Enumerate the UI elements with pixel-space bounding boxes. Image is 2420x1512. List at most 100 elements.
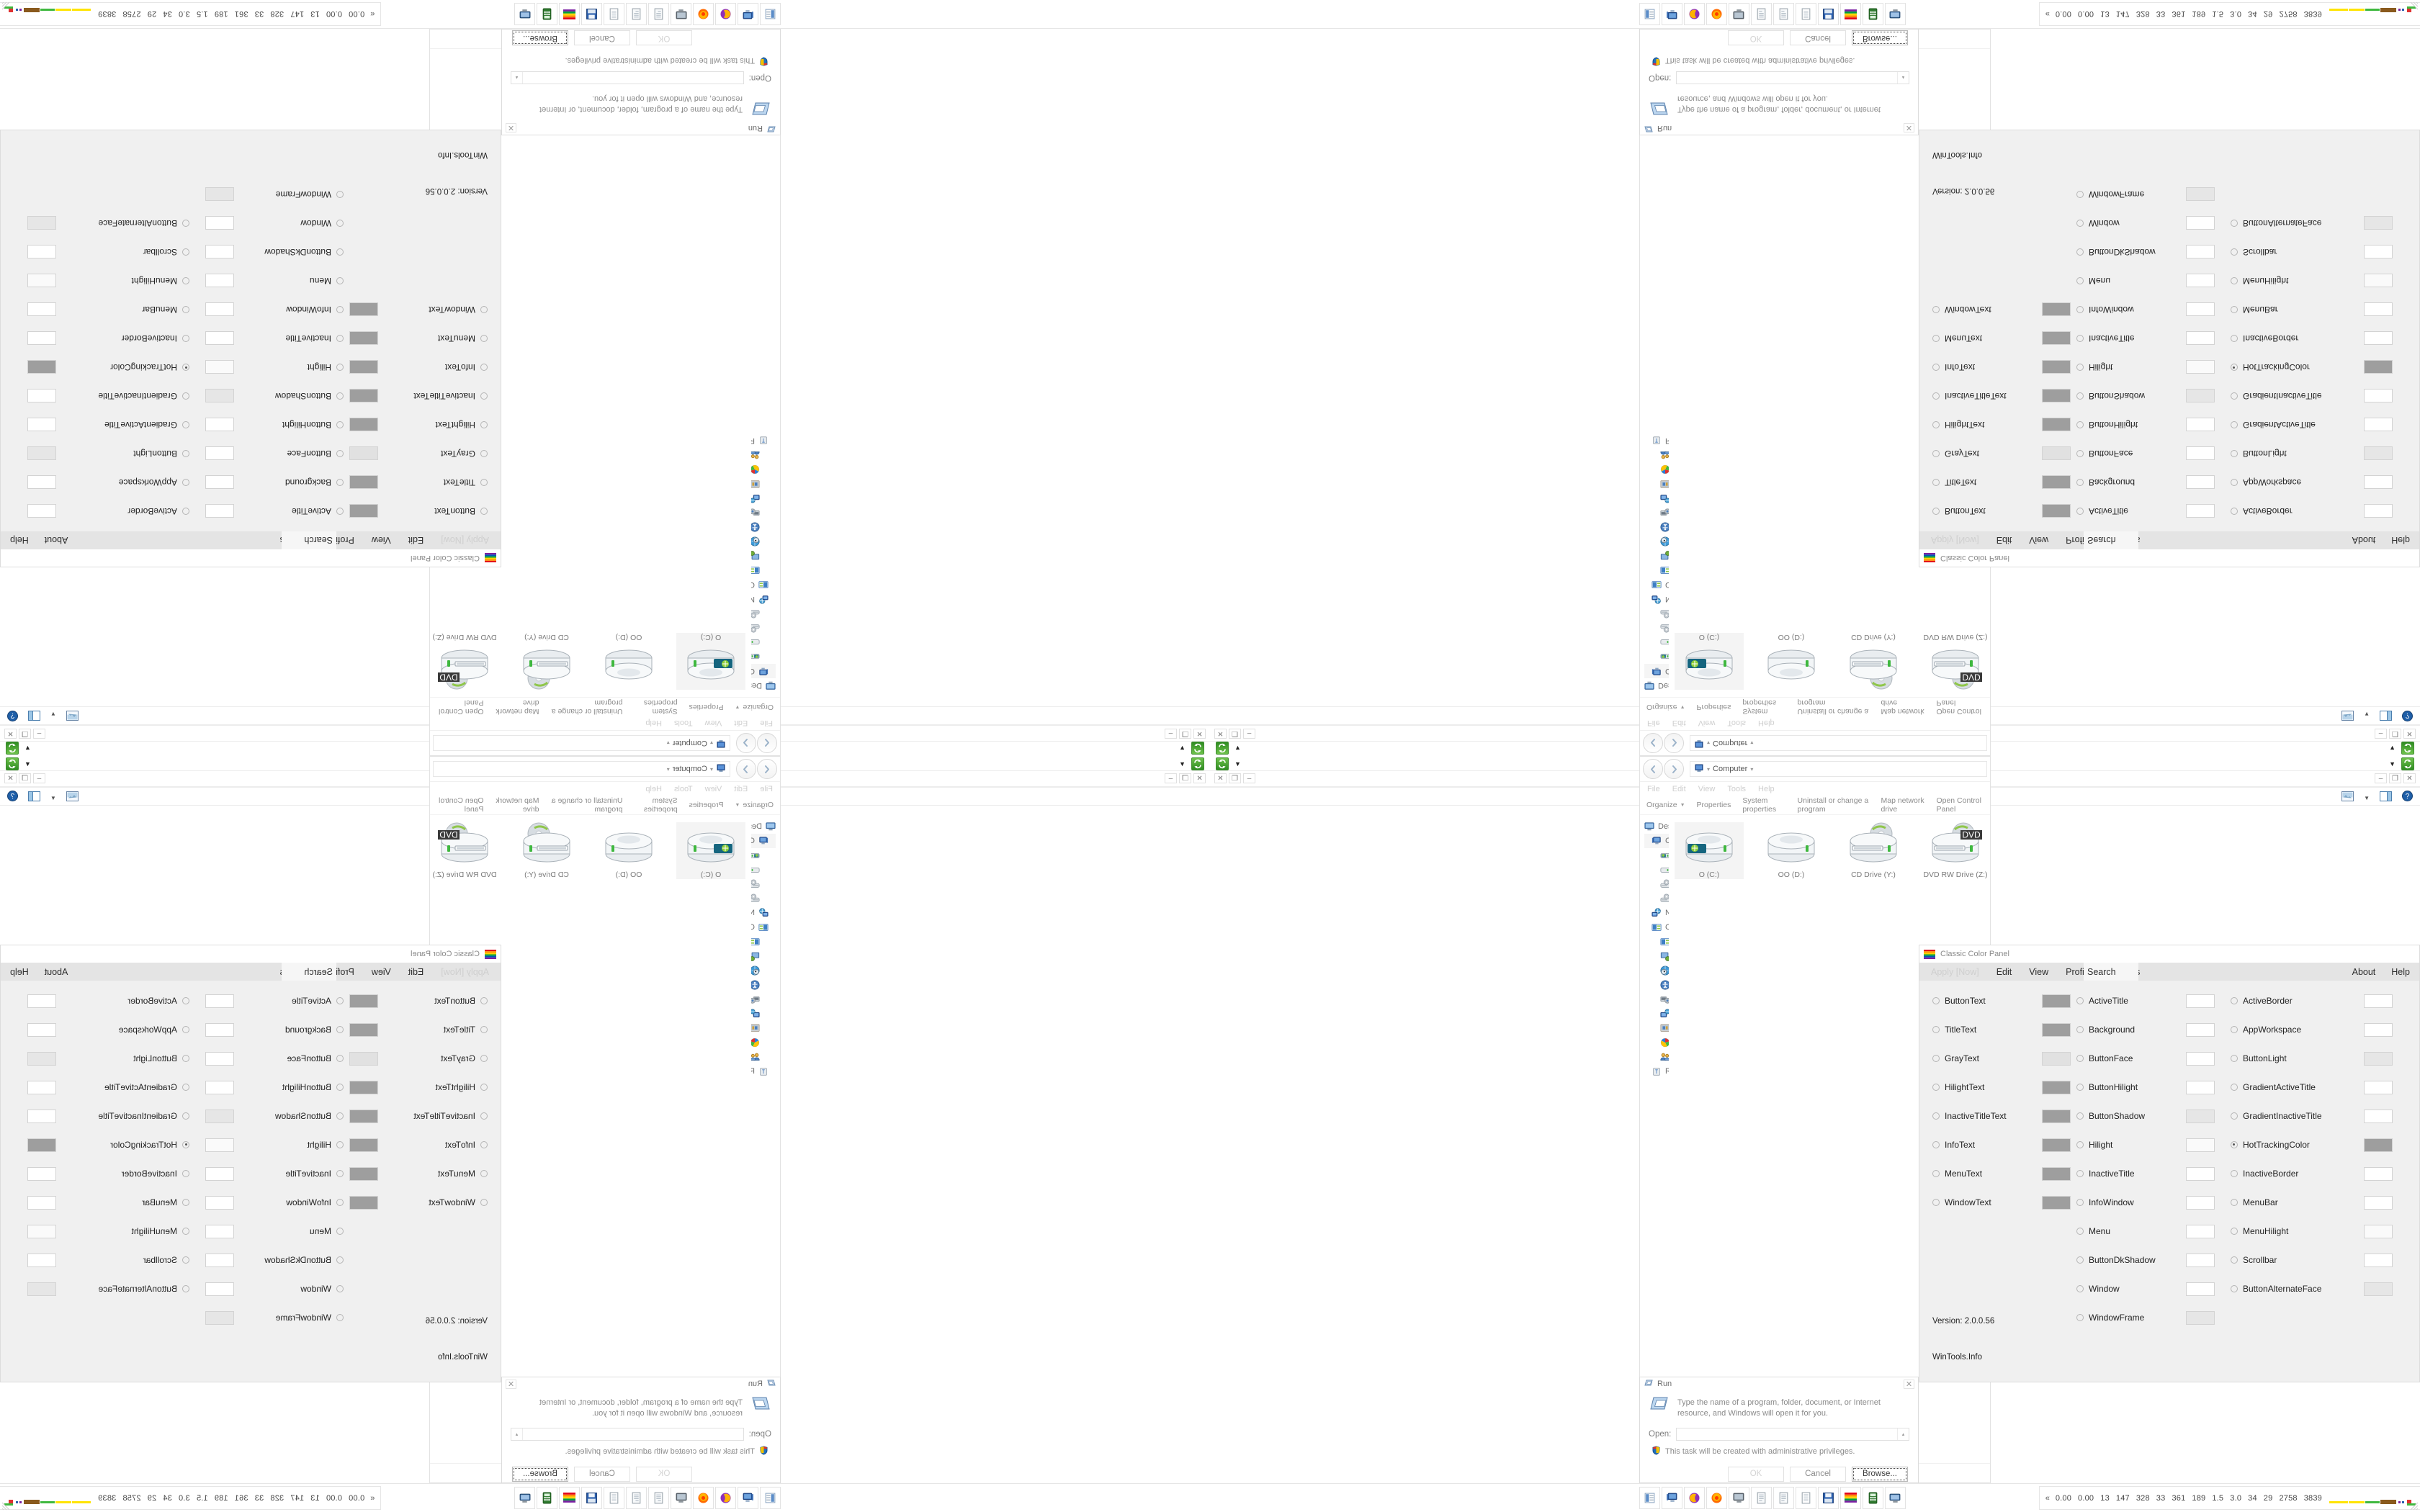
- command-uninstall[interactable]: Uninstall or change a program: [551, 698, 623, 716]
- color-entry-radio[interactable]: [480, 1026, 488, 1033]
- color-entry-swatch[interactable]: [2186, 302, 2215, 317]
- run-open-input[interactable]: ▴: [1676, 1427, 1909, 1441]
- taskbar-item-calculator[interactable]: [1863, 1487, 1883, 1509]
- color-entry-row[interactable]: ButtonText: [1932, 497, 2076, 526]
- color-entry-row[interactable]: ButtonFace: [200, 1044, 344, 1073]
- taskbar-item-calculator[interactable]: [1863, 3, 1883, 25]
- color-entry-radio[interactable]: [336, 1055, 344, 1062]
- color-entry-swatch[interactable]: [2186, 418, 2215, 432]
- color-entry-row[interactable]: InfoWindow: [2076, 1188, 2220, 1217]
- color-entry-row[interactable]: GradientActiveTitle: [24, 1073, 189, 1102]
- drive-item[interactable]: DVD DVD RW Drive (Z:): [1921, 633, 1990, 690]
- taskbar-item-pale-moon[interactable]: [1684, 1487, 1705, 1509]
- content-pane[interactable]: O (C:) OO (D:) CD Drive (Y:) DVD DVD RW Driv…: [1669, 71, 1990, 697]
- color-entry-radio[interactable]: [2076, 1026, 2084, 1033]
- color-entry-radio[interactable]: [336, 450, 344, 457]
- tree-item-hardware-and-sound[interactable]: Hardware and Sound: [751, 505, 776, 520]
- taskbar[interactable]: « 0.00 0.00 13 147 328 33 361 189 1.5 3.0 34 29 2758…: [0, 1483, 1210, 1512]
- restore-button[interactable]: ❐: [19, 773, 31, 783]
- command-system-properties[interactable]: System properties: [1742, 698, 1777, 716]
- restore-button-left[interactable]: ❐: [1229, 773, 1241, 783]
- tree-item-all-control-panel-items[interactable]: All Control Panel Items: [751, 563, 776, 577]
- tree-item-clock-language-and-region[interactable]: Clock, Language, and Region: [1644, 534, 1669, 549]
- classic-color-panel-window[interactable]: Classic Color Panel Apply [Now] Edit Vie…: [0, 130, 501, 567]
- color-entry-swatch[interactable]: [349, 994, 378, 1008]
- color-entry-row[interactable]: InfoText: [344, 1130, 488, 1159]
- color-entry-radio[interactable]: [2231, 248, 2238, 256]
- color-entry-row[interactable]: TitleText: [344, 468, 488, 497]
- browse-button[interactable]: Browse...: [512, 1466, 568, 1482]
- taskbar-item-save[interactable]: [581, 3, 602, 25]
- color-entry-row[interactable]: ButtonHilight: [2076, 1073, 2220, 1102]
- color-entry-radio[interactable]: [336, 364, 344, 371]
- menu-item-file[interactable]: File: [1647, 719, 1660, 728]
- taskbar-item-classic-color-panel[interactable]: [1840, 1487, 1861, 1509]
- color-entry-row[interactable]: GradientInactiveTitle: [24, 382, 189, 410]
- ccp-search-box[interactable]: Search: [282, 963, 336, 981]
- ccp-menu-edit[interactable]: Edit: [1996, 535, 2012, 546]
- color-entry-row[interactable]: ButtonText: [344, 986, 488, 1015]
- color-entry-swatch[interactable]: [2364, 216, 2393, 230]
- color-entry-radio[interactable]: [2231, 997, 2238, 1004]
- color-entry-row[interactable]: WindowText: [1932, 295, 2076, 324]
- resize-grip-icon[interactable]: [2408, 1, 2419, 12]
- menu-item-file[interactable]: File: [760, 719, 773, 728]
- color-entry-row[interactable]: InactiveBorder: [2231, 324, 2396, 353]
- taskbar-item-classic-color-panel[interactable]: [559, 1487, 580, 1509]
- color-entry-row[interactable]: WindowFrame: [200, 1303, 344, 1332]
- color-entry-row[interactable]: HilightText: [344, 1073, 488, 1102]
- drive-item[interactable]: OO (D:): [594, 633, 663, 690]
- minimize-button-left[interactable]: –: [1243, 773, 1255, 783]
- breadcrumb-caret-left[interactable]: ▾: [709, 739, 713, 747]
- taskbar-item-display[interactable]: [1729, 3, 1749, 25]
- color-entry-row[interactable]: MenuBar: [24, 295, 189, 324]
- color-entry-row[interactable]: HilightText: [344, 410, 488, 439]
- color-entry-radio[interactable]: [2231, 1141, 2238, 1148]
- tree-item-network-and-internet[interactable]: Network and Internet: [1644, 1007, 1669, 1021]
- ccp-column-3[interactable]: ActiveBorder AppWorkspace ButtonLight Gradi…: [2231, 986, 2396, 1303]
- refresh-icon[interactable]: [6, 757, 19, 770]
- color-entry-radio[interactable]: [336, 997, 344, 1004]
- tree-item-control-panel[interactable]: Control Panel: [1644, 577, 1669, 592]
- color-entry-swatch[interactable]: [2186, 360, 2215, 374]
- color-entry-row[interactable]: Menu: [200, 1217, 344, 1246]
- color-entry-swatch[interactable]: [205, 418, 234, 432]
- close-icon[interactable]: ✕: [506, 123, 516, 133]
- ccp-menu-apply[interactable]: Apply [Now]: [441, 535, 489, 546]
- color-entry-radio[interactable]: [2231, 1170, 2238, 1177]
- system-tray[interactable]: « 0.00 0.00 13 147 328 33 361 189 1.5 3.0 34 29 2758…: [0, 1486, 382, 1510]
- ccp-column-3[interactable]: ActiveBorder AppWorkspace ButtonLight Gradi…: [24, 986, 189, 1303]
- refresh-icon-left[interactable]: [1191, 757, 1204, 770]
- menu-item-file[interactable]: File: [760, 784, 773, 793]
- chevron-down-icon[interactable]: ▴: [511, 1428, 523, 1440]
- tree-item-oo-d[interactable]: OO (D:): [1644, 863, 1669, 877]
- drive-item[interactable]: CD Drive (Y:): [512, 633, 581, 690]
- chevron-down-icon[interactable]: ▼: [2364, 794, 2370, 801]
- menu-item-help[interactable]: Help: [645, 784, 662, 793]
- color-entry-row[interactable]: MenuHilight: [2231, 1217, 2396, 1246]
- color-entry-row[interactable]: ButtonLight: [24, 1044, 189, 1073]
- tree-item-user-accounts-and-family-safety[interactable]: User Accounts and Family Safety: [1644, 1050, 1669, 1064]
- color-entry-radio[interactable]: [2231, 1055, 2238, 1062]
- tree-item-recycle-bin[interactable]: Recycle Bin: [751, 433, 776, 448]
- content-pane[interactable]: O (C:) OO (D:) CD Drive (Y:) DVD DVD RW Driv…: [430, 71, 751, 697]
- color-entry-radio[interactable]: [480, 392, 488, 400]
- color-entry-swatch[interactable]: [205, 187, 234, 202]
- run-dialog[interactable]: Run ✕ Type the name of a program, folder…: [501, 1377, 781, 1483]
- restore-button-left[interactable]: ❐: [1179, 729, 1191, 739]
- color-entry-swatch[interactable]: [27, 1282, 56, 1296]
- color-entry-row[interactable]: InactiveTitle: [200, 324, 344, 353]
- color-entry-row[interactable]: Window: [2076, 1274, 2220, 1303]
- color-entry-swatch[interactable]: [2364, 1282, 2393, 1296]
- tree-item-user-accounts-and-family-safety[interactable]: User Accounts and Family Safety: [751, 448, 776, 462]
- color-entry-radio[interactable]: [2076, 508, 2084, 515]
- navigation-pane[interactable]: Desktop Computer O (C:)OO (D:)CD Drive (Y:…: [1640, 815, 1669, 1441]
- color-entry-radio[interactable]: [2076, 450, 2084, 457]
- help-icon[interactable]: ?: [2402, 791, 2413, 805]
- color-entry-radio[interactable]: [1932, 508, 1940, 515]
- tree-item-network-and-internet[interactable]: Network and Internet: [751, 491, 776, 505]
- color-entry-radio[interactable]: [2076, 306, 2084, 313]
- tree-item-programs[interactable]: Programs: [1644, 477, 1669, 491]
- color-entry-row[interactable]: MenuBar: [2231, 295, 2396, 324]
- color-entry-row[interactable]: InactiveBorder: [2231, 1159, 2396, 1188]
